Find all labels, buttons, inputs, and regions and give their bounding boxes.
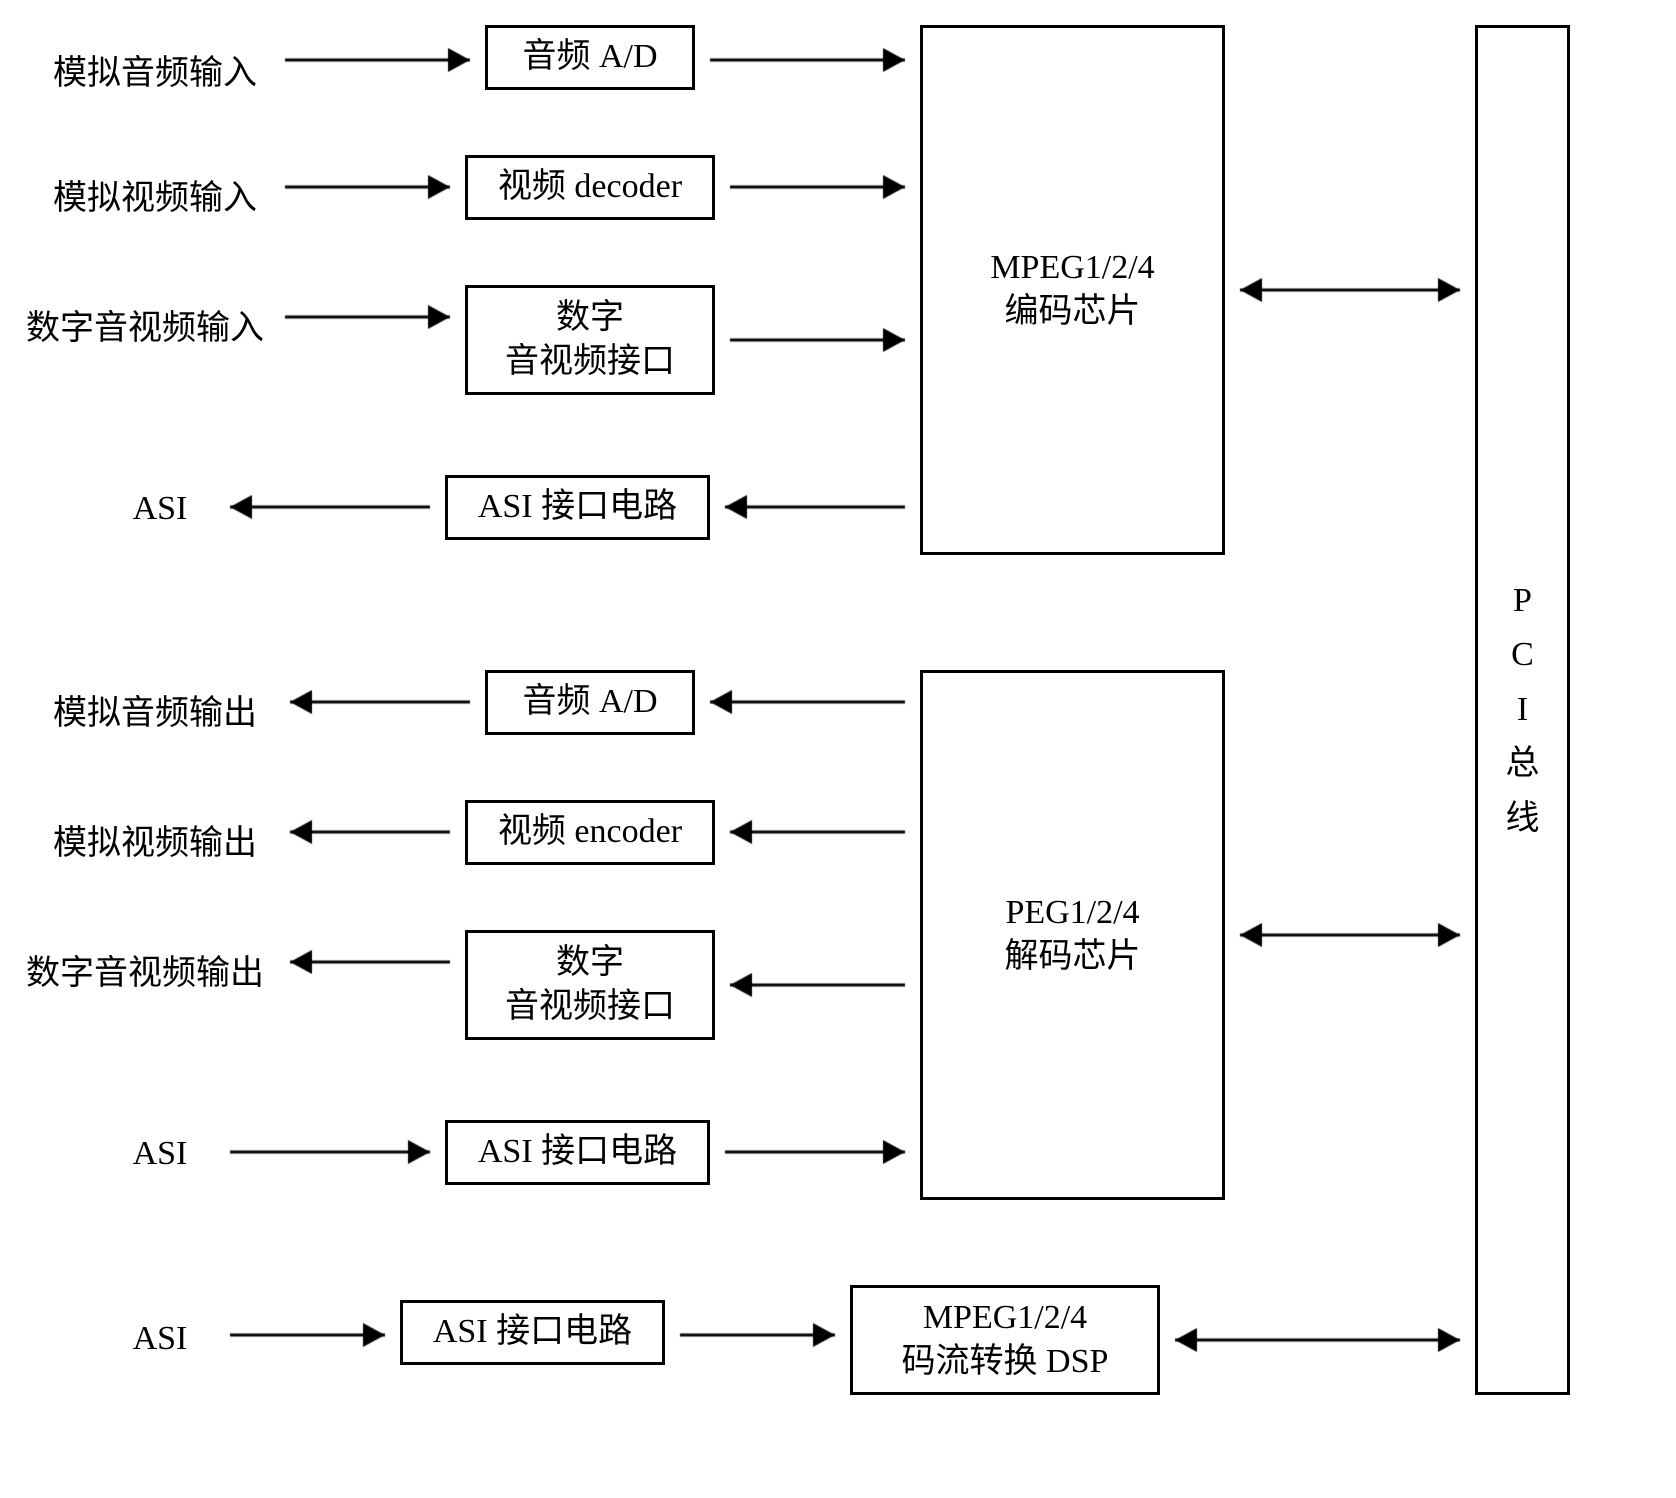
diagram-canvas bbox=[0, 0, 1676, 1498]
box-mpeg-dsp: MPEG1/2/4 码流转换 DSP bbox=[850, 1285, 1160, 1395]
box-mpeg-encode: MPEG1/2/4 编码芯片 bbox=[920, 25, 1225, 555]
asi-3: ASI bbox=[115, 1320, 205, 1358]
box-mpeg-decode: PEG1/2/4 解码芯片 bbox=[920, 670, 1225, 1200]
box-asi-if-3: ASI 接口电路 bbox=[400, 1300, 665, 1365]
asi-2: ASI bbox=[115, 1135, 205, 1173]
out-analog-video: 模拟视频输出 bbox=[40, 815, 270, 864]
box-audio-ad-2: 音频 A/D bbox=[485, 670, 695, 735]
box-pci-bus: P C I 总 线 bbox=[1475, 25, 1570, 1395]
out-analog-audio: 模拟音频输出 bbox=[40, 685, 270, 734]
out-digital-av: 数字音视频输出 bbox=[10, 945, 280, 994]
box-video-decoder: 视频 decoder bbox=[465, 155, 715, 220]
box-asi-if-2: ASI 接口电路 bbox=[445, 1120, 710, 1185]
box-asi-if-1: ASI 接口电路 bbox=[445, 475, 710, 540]
in-analog-audio: 模拟音频输入 bbox=[40, 45, 270, 94]
box-digital-av-if-1: 数字 音视频接口 bbox=[465, 285, 715, 395]
in-analog-video: 模拟视频输入 bbox=[40, 170, 270, 219]
asi-1: ASI bbox=[115, 490, 205, 528]
box-video-encoder: 视频 encoder bbox=[465, 800, 715, 865]
box-audio-ad-1: 音频 A/D bbox=[485, 25, 695, 90]
box-digital-av-if-2: 数字 音视频接口 bbox=[465, 930, 715, 1040]
in-digital-av: 数字音视频输入 bbox=[10, 300, 280, 349]
